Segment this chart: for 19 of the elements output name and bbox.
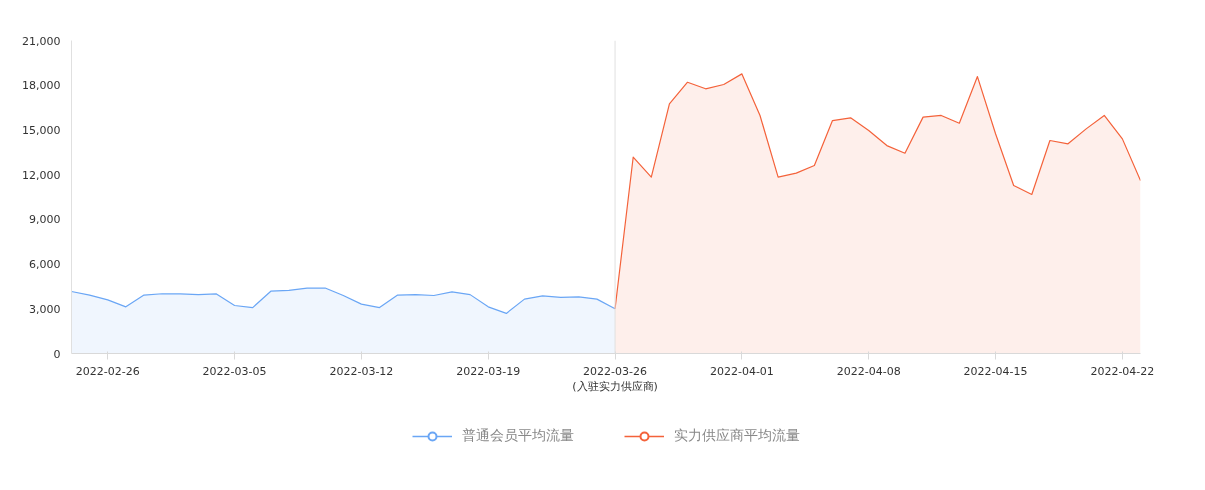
y-tick-label: 12,000 <box>22 168 61 182</box>
y-tick-label: 6,000 <box>29 258 61 272</box>
legend-label: 普通会员平均流量 <box>461 426 574 445</box>
x-tick-label: 2022-03-05 <box>202 364 267 378</box>
y-tick-label: 0 <box>53 347 61 361</box>
y-tick-label: 21,000 <box>22 34 61 48</box>
x-tick-label: 2022-04-01 <box>709 364 774 378</box>
x-tick-label: 2022-03-26 (入驻实力供应商) <box>572 364 658 394</box>
x-tick-label: 2022-02-26 <box>75 364 140 378</box>
y-tick-label: 9,000 <box>29 213 61 227</box>
x-tick-label: 2022-03-12 <box>329 364 394 378</box>
y-tick-label: 3,000 <box>29 302 61 316</box>
x-tick-label: 2022-04-08 <box>836 364 901 378</box>
x-tick-label: 2022-04-22 <box>1090 364 1155 378</box>
y-tick-label: 18,000 <box>22 79 61 93</box>
x-tick-label: 2022-04-15 <box>963 364 1028 378</box>
x-tick-label: 2022-03-19 <box>456 364 521 378</box>
legend-label: 实力供应商平均流量 <box>673 426 800 445</box>
y-tick-label: 15,000 <box>22 123 61 137</box>
